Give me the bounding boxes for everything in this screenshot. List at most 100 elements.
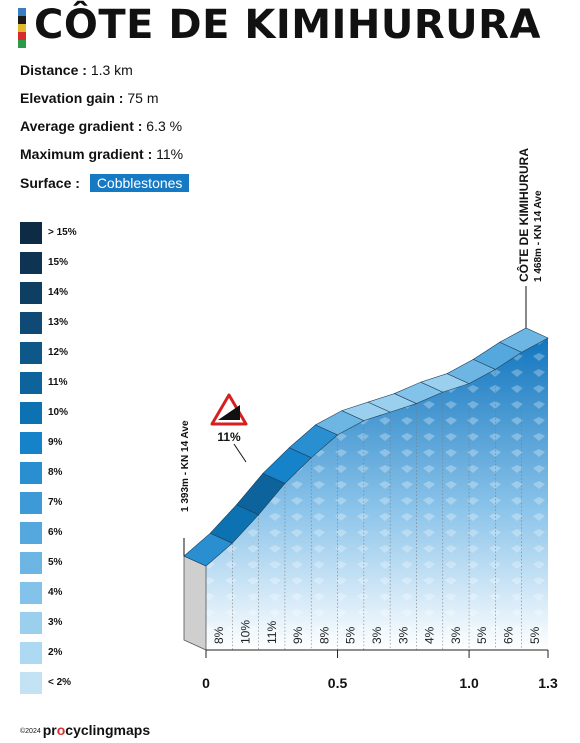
legend-item: 13% [20, 312, 100, 334]
x-axis-tick-label: 0.5 [328, 675, 348, 691]
legend-swatch [20, 312, 42, 334]
legend-label: 14% [48, 287, 69, 298]
x-axis-tick-label: 0 [202, 675, 210, 691]
legend-label: 12% [48, 347, 69, 358]
legend-label: 6% [48, 527, 63, 538]
legend-item: 3% [20, 612, 100, 634]
legend-swatch [20, 402, 42, 424]
start-label: 1 393m - KN 14 Ave [180, 420, 191, 512]
stat-elevation-label: Elevation gain : [20, 90, 124, 106]
profile-area-texture [206, 338, 548, 650]
legend-swatch [20, 372, 42, 394]
legend-label: 11% [48, 377, 68, 388]
legend-label: 2% [48, 647, 63, 658]
legend-swatch [20, 342, 42, 364]
legend-item: 4% [20, 582, 100, 604]
legend-label: 15% [48, 257, 69, 268]
profile-side-face [183, 555, 207, 651]
stat-distance-label: Distance : [20, 62, 87, 78]
stat-maximum-gradient-label: Maximum gradient : [20, 146, 153, 162]
legend-item: 8% [20, 462, 100, 484]
legend-swatch [20, 462, 42, 484]
legend-item: 6% [20, 522, 100, 544]
segment-gradient-label: 9% [291, 626, 305, 644]
stat-average-gradient: Average gradient : 6.3 % [20, 118, 182, 134]
title-stripe [18, 32, 26, 40]
legend-label: 9% [48, 437, 63, 448]
legend-swatch [20, 522, 42, 544]
segment-gradient-label: 8% [317, 626, 331, 644]
legend-swatch [20, 612, 42, 634]
legend-label: 3% [48, 617, 63, 628]
stat-elevation: Elevation gain : 75 m [20, 90, 158, 106]
legend-swatch [20, 222, 42, 244]
title-stripe [18, 8, 26, 16]
logo-copyright: ©2024 [20, 727, 41, 735]
legend-label: < 2% [48, 677, 72, 688]
legend-label: 5% [48, 557, 63, 568]
legend-swatch [20, 282, 42, 304]
segment-gradient-label: 5% [528, 626, 542, 644]
title-stripe [18, 24, 26, 32]
legend-label: 13% [48, 317, 69, 328]
stat-maximum-gradient: Maximum gradient : 11% [20, 146, 183, 162]
legend-swatch [20, 642, 42, 664]
legend-item: 14% [20, 282, 100, 304]
segment-gradient-label: 3% [449, 626, 463, 644]
finish-name-label: CÔTE DE KIMIHURURA [516, 148, 531, 282]
segment-gradient-label: 4% [423, 626, 437, 644]
title-stripe [18, 16, 26, 24]
page-title: CÔTE DE KIMIHURURA [34, 2, 541, 48]
segment-gradient-label: 11% [265, 621, 279, 644]
segment-gradient-label: 5% [344, 626, 358, 644]
title-color-stripes [18, 8, 26, 48]
legend-item: 7% [20, 492, 100, 514]
legend-item: 9% [20, 432, 100, 454]
finish-elevation-label: 1 468m - KN 14 Ave [533, 190, 544, 282]
segment-gradient-label: 10% [238, 620, 252, 644]
legend-item: 2% [20, 642, 100, 664]
stat-average-gradient-value: 6.3 % [146, 118, 183, 134]
legend-item: 15% [20, 252, 100, 274]
procyclingmaps-logo: ©2024 procyclingmaps [20, 722, 150, 738]
legend-swatch [20, 552, 42, 574]
segment-gradient-label: 6% [502, 626, 516, 644]
legend-label: 4% [48, 587, 63, 598]
legend-item: 12% [20, 342, 100, 364]
legend-label: 10% [48, 407, 69, 418]
legend-item: > 15% [20, 222, 100, 244]
x-axis-tick-label: 1.3 [538, 675, 558, 691]
max-gradient-sign-label: 11% [217, 430, 241, 444]
legend-swatch [20, 252, 42, 274]
legend-item: < 2% [20, 672, 100, 694]
stat-surface: Surface : Cobblestones [20, 174, 190, 192]
segment-gradient-label: 3% [396, 626, 410, 644]
legend-item: 5% [20, 552, 100, 574]
legend-swatch [20, 582, 42, 604]
legend-swatch [20, 432, 42, 454]
stat-average-gradient-label: Average gradient : [20, 118, 143, 134]
title-stripe [18, 40, 26, 48]
stat-surface-label: Surface : [20, 175, 80, 191]
surface-badge: Cobblestones [89, 174, 190, 192]
max-gradient-sign-slope [218, 405, 240, 420]
stat-elevation-value: 75 m [127, 90, 159, 106]
legend-label: > 15% [48, 227, 77, 238]
legend-item: 10% [20, 402, 100, 424]
logo-text-o: o [56, 722, 66, 738]
logo-text-pre: pr [42, 722, 57, 738]
logo-text-post: cyclingmaps [65, 722, 151, 738]
stat-distance: Distance : 1.3 km [20, 62, 133, 78]
segment-gradient-label: 5% [475, 626, 489, 644]
stat-distance-value: 1.3 km [90, 62, 133, 78]
x-axis-tick-label: 1.0 [459, 675, 479, 691]
max-gradient-pointer [233, 443, 247, 463]
segment-gradient-label: 3% [370, 626, 384, 644]
stat-maximum-gradient-value: 11% [156, 146, 184, 162]
legend-label: 8% [48, 467, 63, 478]
legend-item: 11% [20, 372, 100, 394]
legend-label: 7% [48, 497, 63, 508]
legend-swatch [20, 492, 42, 514]
segment-gradient-label: 8% [212, 626, 226, 644]
